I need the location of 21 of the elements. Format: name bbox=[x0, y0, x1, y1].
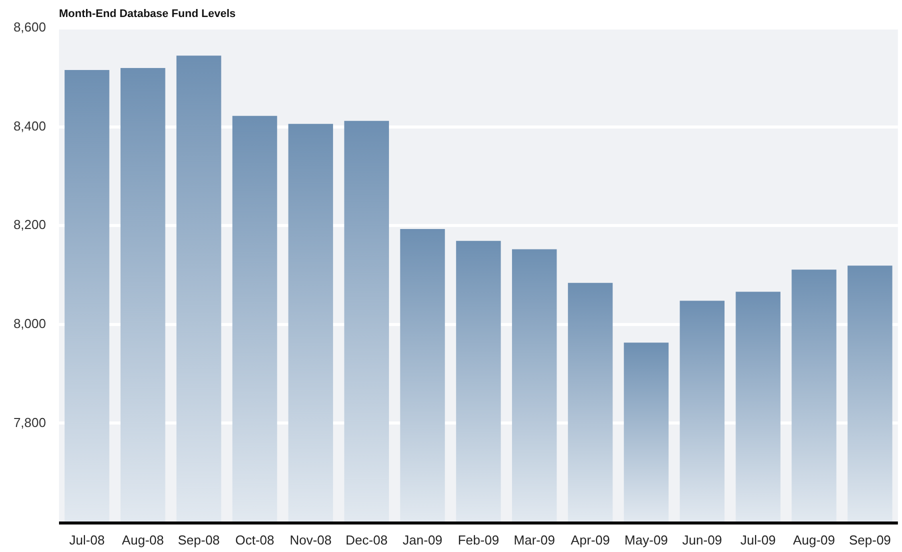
x-tick-label: Aug-09 bbox=[793, 532, 835, 548]
x-tick-label: Jul-08 bbox=[69, 532, 105, 548]
x-tick-label: Nov-08 bbox=[290, 532, 332, 548]
x-tick-label: Aug-08 bbox=[122, 532, 164, 548]
x-tick-label: Feb-09 bbox=[458, 532, 500, 548]
x-tick-label: Sep-08 bbox=[178, 532, 220, 548]
x-tick-label: Jan-09 bbox=[402, 532, 442, 548]
y-tick-label: 8,600 bbox=[13, 20, 46, 35]
x-tick-label: Jul-09 bbox=[740, 532, 776, 548]
x-tick-label: Sep-09 bbox=[848, 532, 891, 548]
chart-title: Month-End Database Fund Levels bbox=[59, 8, 236, 20]
x-tick-label: Mar-09 bbox=[514, 532, 555, 548]
y-tick-label: 7,800 bbox=[13, 414, 46, 430]
x-tick-label: Apr-09 bbox=[570, 532, 610, 548]
x-tick-label: Dec-08 bbox=[346, 532, 388, 548]
y-tick-label: 8,000 bbox=[13, 316, 46, 331]
y-tick-label: 8,400 bbox=[13, 118, 46, 134]
x-tick-label: Oct-08 bbox=[235, 532, 274, 548]
y-tick-label: 8,200 bbox=[13, 217, 46, 232]
x-tick-label: May-09 bbox=[624, 532, 668, 548]
x-tick-label: Jun-09 bbox=[682, 532, 722, 548]
